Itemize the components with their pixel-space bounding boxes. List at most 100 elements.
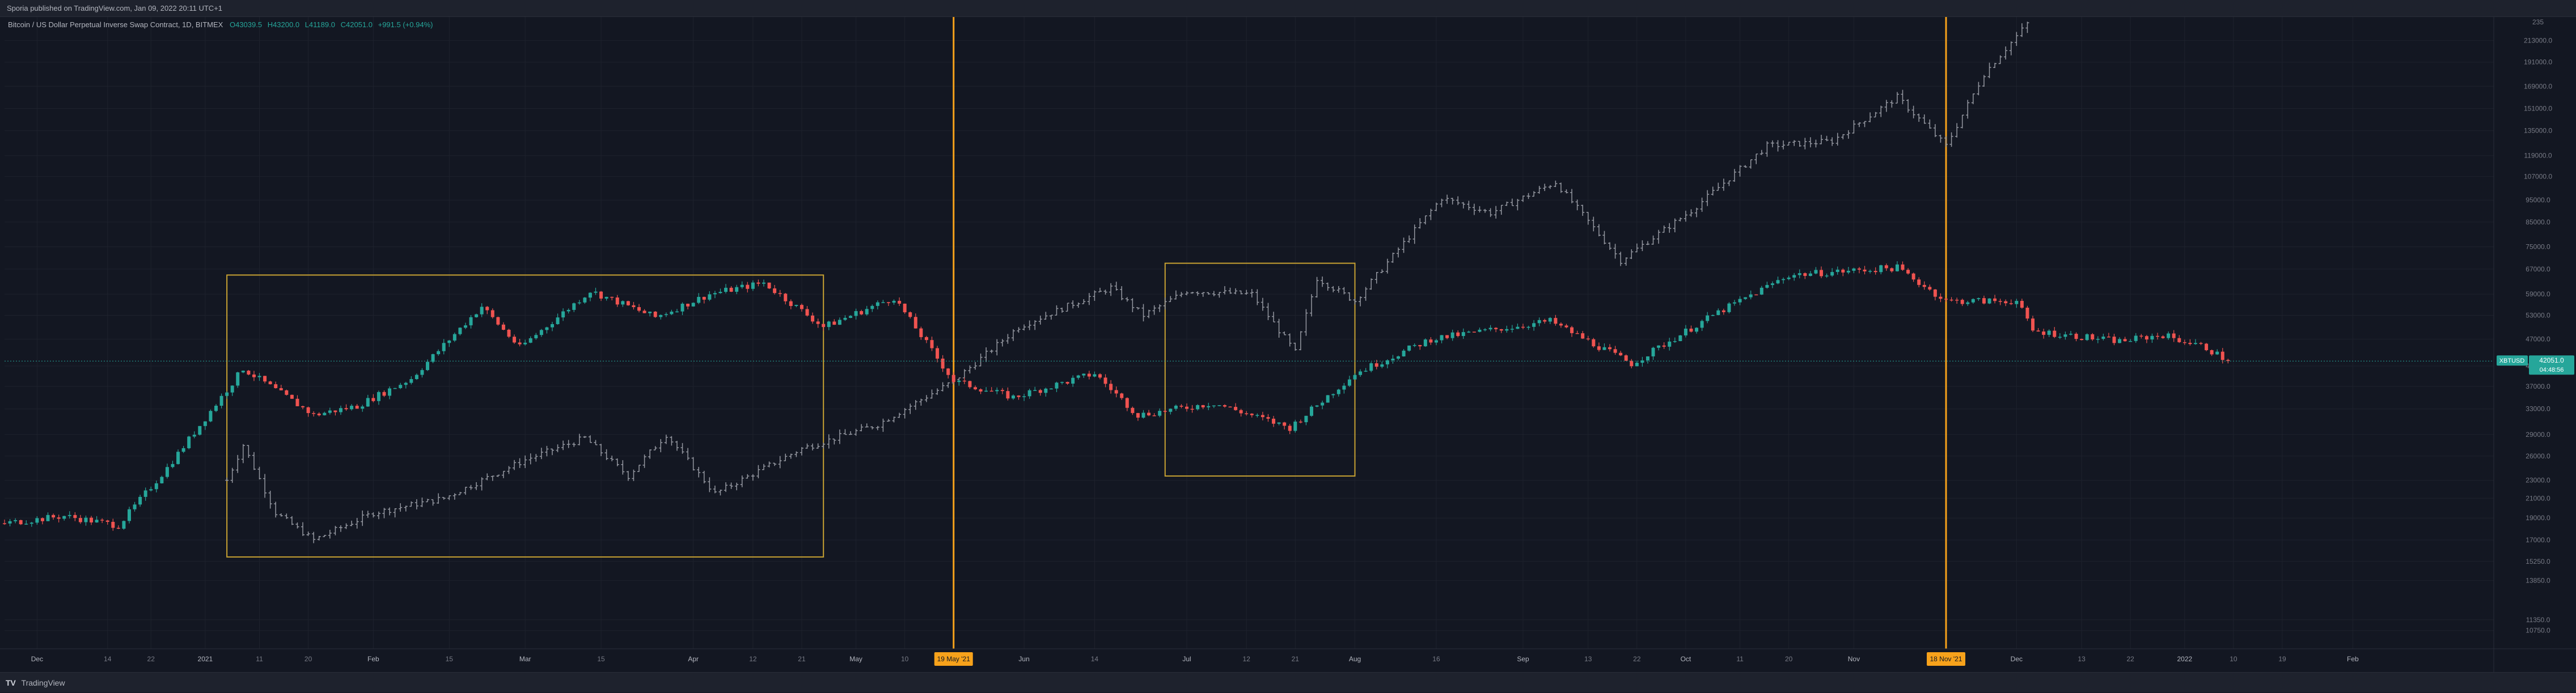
overlay-bar [545,445,549,457]
candle [122,520,126,530]
overlay-bar [892,416,896,423]
price-axis-bg [2494,17,2576,672]
overlay-bar [1044,312,1048,320]
x-tick-label: 11 [1736,655,1744,663]
vertical-markers[interactable]: 19 May '21 18 Nov '21 [934,17,1966,666]
tradingview-logo-icon[interactable]: TV [6,678,16,687]
candle [778,290,782,297]
overlay-bar [1738,165,1742,177]
overlay-bar [843,429,847,435]
candle [1179,404,1183,409]
overlay-bar [1797,141,1801,147]
candle [1592,338,1596,348]
candle [892,299,896,305]
overlay-bar [1939,134,1943,143]
overlay-bar [1380,269,1384,273]
overlay-bar [1196,291,1200,296]
candle [1678,335,1682,342]
last-price-tag[interactable] [2529,355,2574,375]
candle [1738,296,1742,305]
vertical-marker-tag[interactable] [1927,652,1966,666]
high-value: H43200.0 [267,20,300,29]
overlay-bar [1163,297,1167,310]
overlay-bar [268,491,272,509]
candle [1131,406,1135,415]
candle [794,304,798,308]
candle [941,355,945,372]
candle [740,281,744,289]
overlay-bar [1581,205,1585,216]
overlay-bar [637,465,641,472]
candle [697,293,701,304]
candle [2134,333,2138,343]
overlay-bar [773,462,777,466]
overlay-bar [1586,211,1590,225]
candle [1385,359,1389,369]
overlay-bar [1971,93,1975,104]
overlay-bar [1651,235,1655,245]
x-tick-label: 21 [1292,655,1300,663]
overlay-bar [1901,90,1905,104]
symbol-tag [2497,355,2528,366]
candle [2069,331,2072,335]
overlay-bar [1857,122,1861,127]
overlay-bar [1754,153,1758,164]
candle [90,516,94,525]
price-chart[interactable]: 19 May '21 18 Nov '21 10750.011350.013850… [0,17,2576,672]
overlay-bar [1982,75,1986,87]
candle [1820,266,1824,278]
overlay-bar [1613,244,1617,259]
overlay-bar [1136,307,1140,310]
candle [984,387,988,392]
overlay-bar [1825,135,1829,142]
candle [241,370,245,373]
x-tick-label: 2022 [2177,655,2192,663]
overlay-bar [1022,324,1026,331]
overlay-bar [794,451,798,457]
candle [14,518,18,524]
overlay-bar [762,464,765,470]
overlay-bar [404,505,408,512]
candle [355,404,359,409]
candle [1863,266,1867,275]
overlay-bar [1906,99,1910,113]
candle [1114,386,1118,398]
overlay-bar [1759,150,1763,155]
candle [2025,305,2029,321]
overlay-bar [1483,209,1487,213]
y-tick-label: 213000.0 [2524,37,2552,45]
candle [550,321,554,331]
time-axis[interactable]: Dec 14 22 2021 11 20 Feb 15 Mar 15 Apr 12 21 May 10 Jun… [0,648,2576,663]
overlay-bar [388,507,392,516]
overlay-bar [1472,203,1476,215]
candle [1147,410,1151,416]
overlay-bar [1706,190,1710,206]
x-tick-label: 21 [798,655,806,663]
overlay-bar [1749,159,1753,169]
overlay-bar [437,493,441,504]
overlay-bar [556,444,560,453]
overlay-bar [1933,124,1937,137]
candle [936,346,940,363]
overlay-bar [426,499,430,503]
overlay-bar [2004,46,2008,60]
price-axis[interactable]: 10750.0 11350.0 13850.0 15250.0 17000.0 19000… [2493,17,2576,672]
candle [1374,359,1378,369]
range-rectangle[interactable] [1164,262,1356,477]
range-rectangle[interactable] [226,274,824,558]
candle [729,286,733,292]
overlay-bar [1402,237,1406,253]
rectangle-annotations[interactable] [226,262,1356,558]
overlay-bar [1998,55,2002,65]
candle [2107,333,2110,338]
candle [1060,381,1064,385]
candle [350,404,354,411]
overlay-bar [1098,287,1102,292]
overlay-bar [1353,299,1357,305]
x-tick-label: Apr [688,655,699,663]
candle [1884,263,1888,271]
candle [328,407,332,415]
vertical-marker-tag[interactable] [934,652,973,666]
candle [1331,393,1335,398]
candle [713,291,717,299]
